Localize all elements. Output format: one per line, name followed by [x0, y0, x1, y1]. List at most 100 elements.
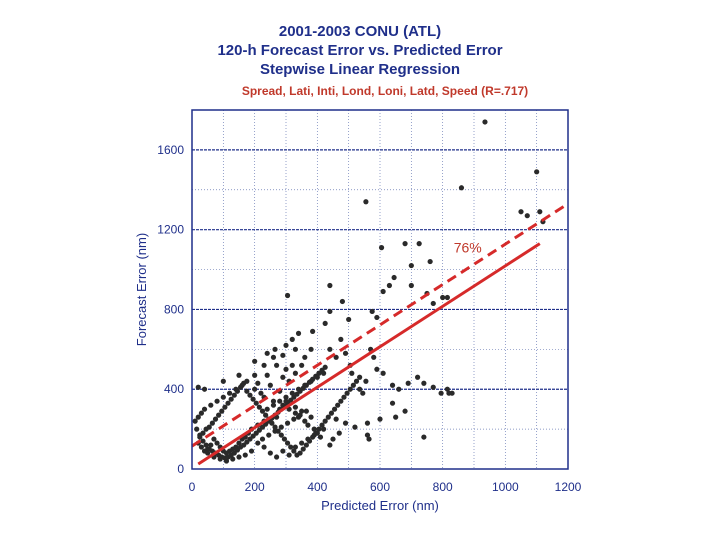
data-point [220, 394, 226, 400]
chart-title: 2001-2003 CONU (ATL) [278, 23, 442, 40]
data-point [228, 396, 234, 402]
data-point [338, 398, 344, 404]
x-tick-label: 600 [370, 480, 390, 494]
data-point [402, 408, 408, 414]
data-point [264, 372, 270, 378]
predictors-note: Spread, Lati, Inti, Lond, Loni, Latd, Sp… [241, 84, 529, 98]
data-point [270, 398, 277, 404]
data-point [338, 336, 344, 342]
data-point [248, 448, 255, 454]
data-point [274, 362, 280, 368]
data-point [201, 386, 208, 392]
data-point [305, 436, 311, 442]
data-point [292, 370, 298, 376]
data-point [430, 300, 436, 307]
data-point [267, 450, 273, 456]
data-point [524, 213, 530, 219]
data-point [389, 382, 396, 388]
data-point [261, 444, 267, 450]
data-point [380, 370, 386, 376]
data-point [295, 386, 302, 392]
data-point [250, 396, 256, 402]
data-point [438, 390, 444, 396]
data-point [364, 420, 371, 426]
fit-lines [191, 202, 569, 466]
data-point [292, 404, 298, 410]
data-point [252, 386, 258, 392]
data-point [349, 370, 355, 376]
data-point [222, 404, 228, 410]
data-point [336, 430, 342, 436]
y-tick-label: 1200 [157, 223, 184, 237]
data-point [239, 382, 245, 388]
data-point [198, 410, 204, 416]
data-point [344, 390, 350, 396]
data-point [197, 432, 203, 438]
data-point [195, 384, 201, 390]
percent-annotation: 76% [454, 240, 482, 256]
data-point [537, 209, 543, 215]
data-point [327, 346, 333, 352]
data-point [421, 434, 427, 440]
data-point [308, 414, 314, 420]
data-point [227, 390, 233, 396]
data-point [280, 374, 286, 380]
data-point [236, 372, 242, 378]
data-point [331, 406, 338, 412]
data-point [534, 169, 540, 175]
data-point [208, 402, 214, 408]
data-point [353, 378, 360, 384]
data-point [236, 454, 242, 460]
data-point [314, 374, 320, 380]
data-point [244, 388, 250, 394]
data-point [350, 382, 356, 388]
x-tick-label: 1000 [492, 480, 519, 494]
data-point [261, 362, 267, 368]
data-point [319, 422, 325, 428]
data-point [311, 426, 317, 432]
data-point [280, 352, 286, 358]
data-point [380, 288, 386, 295]
data-point [208, 442, 214, 448]
data-point [408, 282, 414, 289]
data-point [283, 394, 289, 400]
data-point [201, 406, 208, 412]
data-point [217, 456, 223, 462]
data-point [408, 262, 414, 269]
data-point [289, 390, 295, 396]
data-point [369, 308, 375, 315]
data-point [284, 440, 291, 446]
data-point [192, 418, 198, 424]
data-point [427, 258, 433, 265]
data-point [440, 294, 446, 301]
x-tick-label: 200 [245, 480, 265, 494]
data-point [206, 424, 212, 430]
chart-subtitle-2: Stepwise Linear Regression [259, 61, 461, 78]
data-point [236, 440, 242, 446]
data-point [339, 298, 345, 305]
data-point [328, 410, 335, 416]
data-point [272, 346, 278, 352]
x-tick-label: 800 [433, 480, 453, 494]
x-tick-label: 1200 [555, 480, 582, 494]
plot-frame [191, 109, 569, 470]
data-point [211, 436, 217, 442]
data-point [259, 436, 266, 442]
data-point [258, 390, 264, 396]
data-point [322, 418, 328, 424]
data-point [449, 390, 455, 396]
data-point [330, 436, 336, 442]
data-point [195, 414, 201, 420]
grid-lines [192, 110, 568, 469]
data-point [317, 434, 324, 440]
data-point [252, 358, 258, 364]
data-points [192, 119, 546, 464]
data-point [342, 420, 349, 426]
tick-labels: 0 200 400 600 800 1000 1200 0 400 800 1200 1600 [157, 143, 581, 494]
data-point [266, 432, 272, 438]
data-point [292, 346, 298, 352]
data-point [482, 119, 488, 125]
data-point [244, 378, 250, 384]
data-point [341, 394, 347, 400]
